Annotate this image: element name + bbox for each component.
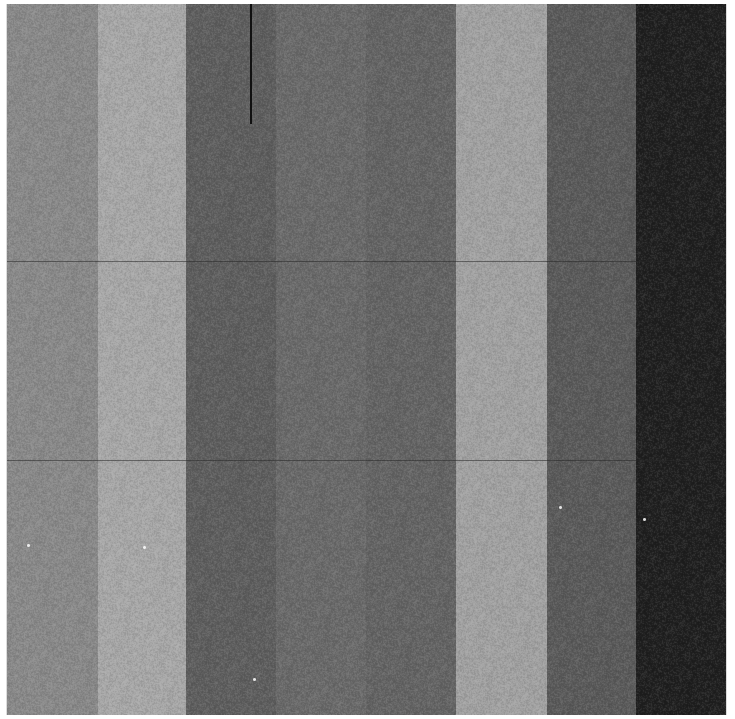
bright-speck: [27, 544, 30, 547]
bright-speck: [253, 678, 256, 681]
vertical-black-mark: [250, 4, 252, 124]
bright-speck: [643, 518, 646, 521]
stripe-8: [636, 4, 726, 715]
horizontal-line-upper: [7, 261, 726, 262]
image-frame: [6, 4, 727, 715]
stripe-7: [547, 4, 636, 715]
stripe-2: [98, 4, 186, 715]
bright-speck: [143, 546, 146, 549]
stripe-6: [456, 4, 547, 715]
stripe-band: [7, 4, 726, 715]
stripe-5: [366, 4, 456, 715]
bright-speck: [559, 506, 562, 509]
stripe-3: [186, 4, 276, 715]
stripe-1: [7, 4, 98, 715]
stripe-4: [276, 4, 366, 715]
horizontal-line-lower: [7, 460, 726, 461]
